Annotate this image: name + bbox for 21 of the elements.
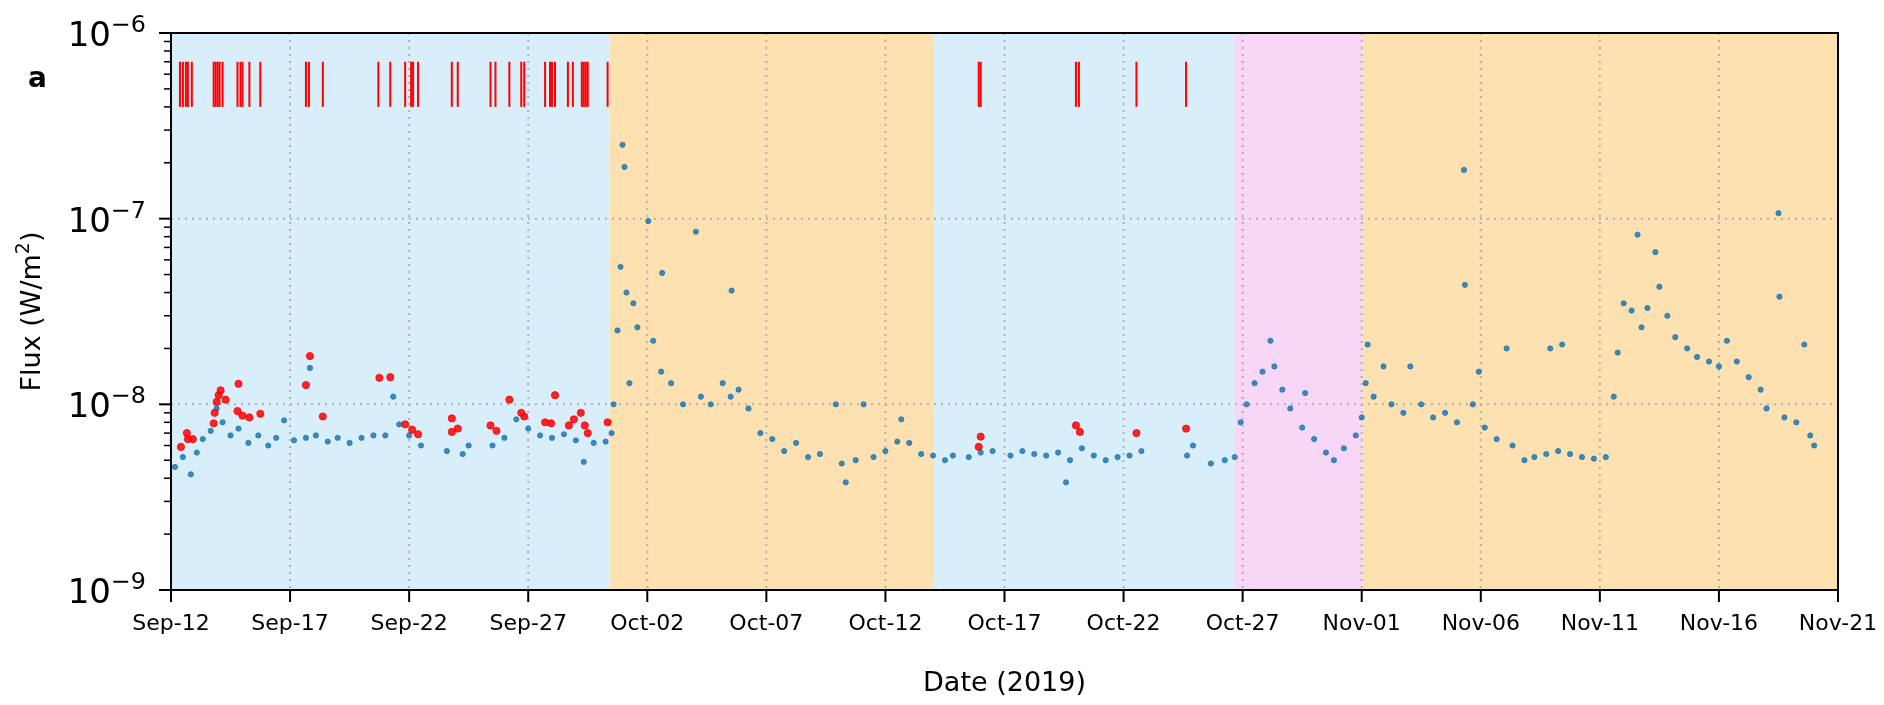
x-tick-label: Sep-17 [251, 610, 329, 635]
y-tick-label: 10$^{−9}$ [67, 567, 146, 611]
x-tick-label: Sep-27 [489, 610, 567, 635]
x-tick-label: Nov-01 [1322, 610, 1401, 635]
x-tick-label: Oct-07 [729, 610, 804, 635]
x-tick-label: Sep-12 [132, 610, 210, 635]
x-tick-label: Nov-16 [1679, 610, 1759, 635]
y-tick-label: 10$^{−7}$ [67, 195, 146, 240]
x-tick-label: Nov-06 [1441, 610, 1520, 635]
x-tick-label: Oct-27 [1205, 610, 1280, 635]
x-tick-label: Oct-12 [848, 610, 923, 635]
y-tick-label: 10$^{−6}$ [67, 10, 146, 54]
x-tick-label: Sep-22 [370, 610, 448, 635]
y-tick-label: 10$^{−8}$ [67, 381, 146, 426]
x-axis-title: Date (2019) [923, 666, 1086, 697]
x-tick-label: Nov-21 [1798, 610, 1878, 635]
x-tick-label: Nov-11 [1560, 610, 1639, 635]
x-tick-label: Oct-17 [967, 610, 1042, 635]
x-tick-label: Oct-22 [1086, 610, 1161, 635]
text: a [28, 61, 47, 94]
x-tick-label: Oct-02 [610, 610, 685, 635]
